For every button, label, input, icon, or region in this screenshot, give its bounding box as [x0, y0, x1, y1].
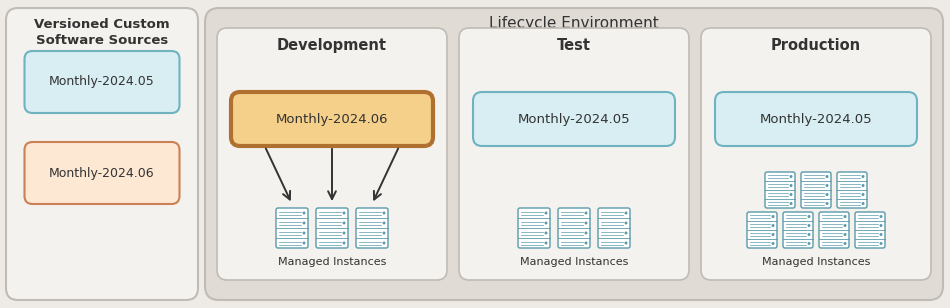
Circle shape [302, 212, 306, 214]
FancyBboxPatch shape [837, 172, 867, 208]
Circle shape [624, 212, 628, 214]
FancyBboxPatch shape [558, 208, 590, 248]
FancyBboxPatch shape [25, 51, 180, 113]
Circle shape [808, 242, 810, 245]
FancyBboxPatch shape [747, 212, 777, 248]
Circle shape [584, 221, 587, 225]
Circle shape [584, 241, 587, 245]
Text: Lifecycle Environment: Lifecycle Environment [489, 16, 659, 31]
Circle shape [844, 224, 846, 227]
Circle shape [343, 221, 346, 225]
FancyBboxPatch shape [819, 212, 849, 248]
Circle shape [383, 221, 386, 225]
Text: Managed Instances: Managed Instances [520, 257, 628, 267]
Circle shape [880, 224, 883, 227]
Circle shape [826, 175, 828, 178]
Circle shape [771, 242, 774, 245]
FancyBboxPatch shape [801, 172, 831, 208]
FancyBboxPatch shape [598, 208, 630, 248]
Text: Production: Production [771, 38, 861, 53]
Circle shape [808, 233, 810, 236]
Circle shape [343, 241, 346, 245]
Circle shape [880, 215, 883, 218]
Text: Monthly-2024.06: Monthly-2024.06 [276, 112, 389, 125]
Circle shape [808, 215, 810, 218]
Circle shape [844, 242, 846, 245]
FancyBboxPatch shape [701, 28, 931, 280]
Text: Development: Development [277, 38, 387, 53]
Text: Monthly-2024.06: Monthly-2024.06 [49, 167, 155, 180]
Text: Monthly-2024.05: Monthly-2024.05 [49, 75, 155, 88]
Circle shape [771, 233, 774, 236]
FancyBboxPatch shape [217, 28, 447, 280]
Circle shape [624, 241, 628, 245]
Circle shape [383, 241, 386, 245]
Circle shape [862, 202, 864, 205]
Text: Managed Instances: Managed Instances [762, 257, 870, 267]
Circle shape [880, 233, 883, 236]
Text: Versioned Custom
Software Sources: Versioned Custom Software Sources [34, 18, 170, 47]
Circle shape [789, 193, 792, 196]
FancyBboxPatch shape [473, 92, 675, 146]
Circle shape [383, 232, 386, 234]
Text: Test: Test [557, 38, 591, 53]
Circle shape [302, 241, 306, 245]
Circle shape [880, 242, 883, 245]
FancyBboxPatch shape [356, 208, 388, 248]
FancyBboxPatch shape [783, 212, 813, 248]
Circle shape [862, 193, 864, 196]
Circle shape [544, 212, 547, 214]
Circle shape [544, 241, 547, 245]
Text: Monthly-2024.05: Monthly-2024.05 [760, 112, 872, 125]
FancyBboxPatch shape [6, 8, 198, 300]
Circle shape [844, 233, 846, 236]
Circle shape [624, 232, 628, 234]
FancyBboxPatch shape [765, 172, 795, 208]
FancyBboxPatch shape [205, 8, 943, 300]
Circle shape [343, 212, 346, 214]
Circle shape [789, 184, 792, 187]
Circle shape [584, 212, 587, 214]
Circle shape [302, 232, 306, 234]
Text: Managed Instances: Managed Instances [277, 257, 387, 267]
Circle shape [771, 215, 774, 218]
Circle shape [544, 221, 547, 225]
FancyBboxPatch shape [25, 142, 180, 204]
Circle shape [862, 184, 864, 187]
Circle shape [826, 202, 828, 205]
FancyBboxPatch shape [276, 208, 308, 248]
FancyBboxPatch shape [459, 28, 689, 280]
Circle shape [771, 224, 774, 227]
FancyBboxPatch shape [855, 212, 885, 248]
Circle shape [302, 221, 306, 225]
Circle shape [624, 221, 628, 225]
Circle shape [826, 184, 828, 187]
Circle shape [862, 175, 864, 178]
FancyBboxPatch shape [715, 92, 917, 146]
Circle shape [844, 215, 846, 218]
FancyBboxPatch shape [316, 208, 348, 248]
Circle shape [789, 175, 792, 178]
Circle shape [789, 202, 792, 205]
Circle shape [584, 232, 587, 234]
Text: Monthly-2024.05: Monthly-2024.05 [518, 112, 630, 125]
Circle shape [826, 193, 828, 196]
Circle shape [544, 232, 547, 234]
FancyBboxPatch shape [231, 92, 433, 146]
FancyBboxPatch shape [518, 208, 550, 248]
Circle shape [808, 224, 810, 227]
Circle shape [383, 212, 386, 214]
Circle shape [343, 232, 346, 234]
